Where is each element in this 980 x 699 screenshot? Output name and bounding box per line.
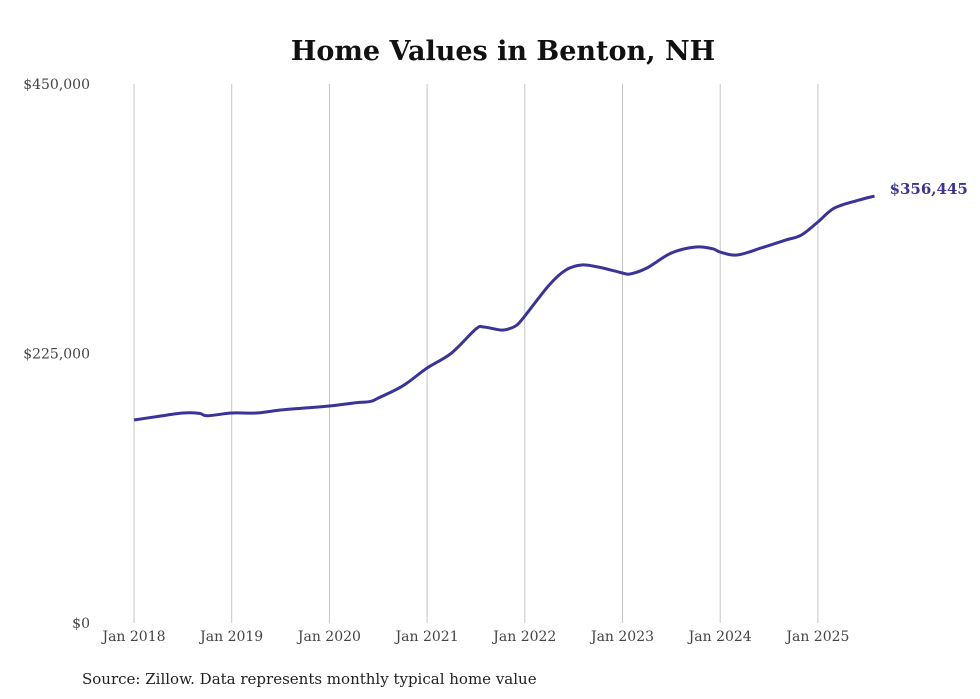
- x-tick-label: Jan 2020: [296, 629, 361, 645]
- series-line: [133, 194, 875, 422]
- y-tick-label: $0: [72, 616, 90, 632]
- source-note: Source: Zillow. Data represents monthly …: [82, 670, 537, 688]
- chart-title: Home Values in Benton, NH: [291, 36, 715, 67]
- x-tick-label: Jan 2025: [784, 629, 849, 645]
- x-tick-label: Jan 2023: [589, 629, 654, 645]
- y-tick-label: $450,000: [23, 77, 90, 93]
- x-tick-label: Jan 2021: [394, 629, 459, 645]
- end-value-label: $356,445: [890, 180, 968, 198]
- x-tick-label: Jan 2019: [198, 629, 263, 645]
- x-tick-label: Jan 2018: [100, 629, 165, 645]
- x-tick-label: Jan 2024: [687, 629, 752, 645]
- x-tick-label: Jan 2022: [491, 629, 556, 645]
- y-tick-label: $225,000: [23, 347, 90, 363]
